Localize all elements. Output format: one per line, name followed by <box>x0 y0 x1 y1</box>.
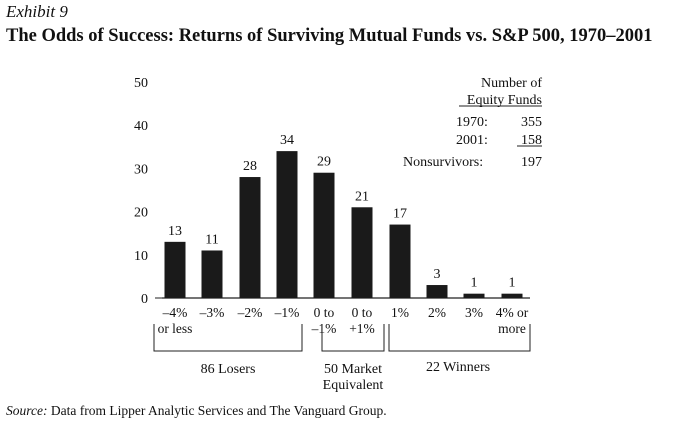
bar-value-label: 3 <box>434 267 441 282</box>
bar-value-label: 21 <box>355 189 369 204</box>
legend-row-label: 1970: <box>456 115 488 130</box>
group-label: 22 Winners <box>426 360 490 375</box>
bar-value-label: 1 <box>471 276 478 291</box>
source-text: Data from Lipper Analytic Services and T… <box>50 403 387 418</box>
bar-value-label: 34 <box>280 133 294 148</box>
bar <box>239 177 261 298</box>
legend-row-value: 158 <box>521 133 542 148</box>
x-tick-label-line2: more <box>498 321 526 336</box>
x-tick-label: 0 to <box>352 305 373 320</box>
bar-value-label: 1 <box>509 276 516 291</box>
group-label: 50 Market <box>324 362 382 377</box>
x-tick-label: 2% <box>428 305 446 320</box>
bar <box>501 293 523 298</box>
bar-value-label: 17 <box>393 207 407 222</box>
y-tick-label: 50 <box>134 76 148 91</box>
y-tick-label: 10 <box>134 249 148 264</box>
group-bracket <box>153 324 303 352</box>
group-bracket <box>388 324 531 352</box>
group-label-line2: Equivalent <box>323 378 384 393</box>
chart-title: The Odds of Success: Returns of Survivin… <box>6 26 653 46</box>
group-label: 86 Losers <box>201 362 256 377</box>
bar <box>351 207 373 298</box>
bar-value-label: 13 <box>168 224 182 239</box>
x-tick-label: –2% <box>237 305 263 320</box>
x-tick-label: –1% <box>274 305 300 320</box>
bar <box>164 241 186 298</box>
bar <box>389 224 411 298</box>
source-note: Source: Data from Lipper Analytic Servic… <box>6 403 387 419</box>
bar <box>313 172 335 298</box>
legend-header: Number of <box>481 76 542 91</box>
bar <box>463 293 485 298</box>
exhibit-label: Exhibit 9 <box>6 2 68 21</box>
y-tick-label: 30 <box>134 162 148 177</box>
legend-row-label: Nonsurvivors: <box>403 155 483 170</box>
source-label: Source: <box>6 403 48 418</box>
bar-value-label: 11 <box>205 232 218 247</box>
legend-row-label: 2001: <box>456 133 488 148</box>
x-tick-label: 1% <box>391 305 409 320</box>
x-tick-label: –4% <box>162 305 188 320</box>
bar-value-label: 29 <box>317 155 331 170</box>
x-tick-label: 3% <box>465 305 483 320</box>
bar <box>201 250 223 298</box>
bar <box>276 151 298 298</box>
x-tick-label: 4% or <box>496 305 529 320</box>
y-tick-label: 0 <box>141 292 148 307</box>
x-tick-label-line2: –1% <box>311 321 337 336</box>
legend-header: Equity Funds <box>467 93 542 108</box>
x-tick-label-line2: +1% <box>349 321 375 336</box>
bar <box>426 285 448 298</box>
x-tick-label: –3% <box>199 305 225 320</box>
bar-value-label: 28 <box>243 159 257 174</box>
x-tick-label-line2: or less <box>158 321 193 336</box>
legend-row-value: 355 <box>521 115 542 130</box>
x-tick-label: 0 to <box>314 305 335 320</box>
y-tick-label: 40 <box>134 119 148 134</box>
group-bracket <box>321 324 385 352</box>
legend-row-value: 197 <box>521 155 542 170</box>
y-tick-label: 20 <box>134 206 148 221</box>
